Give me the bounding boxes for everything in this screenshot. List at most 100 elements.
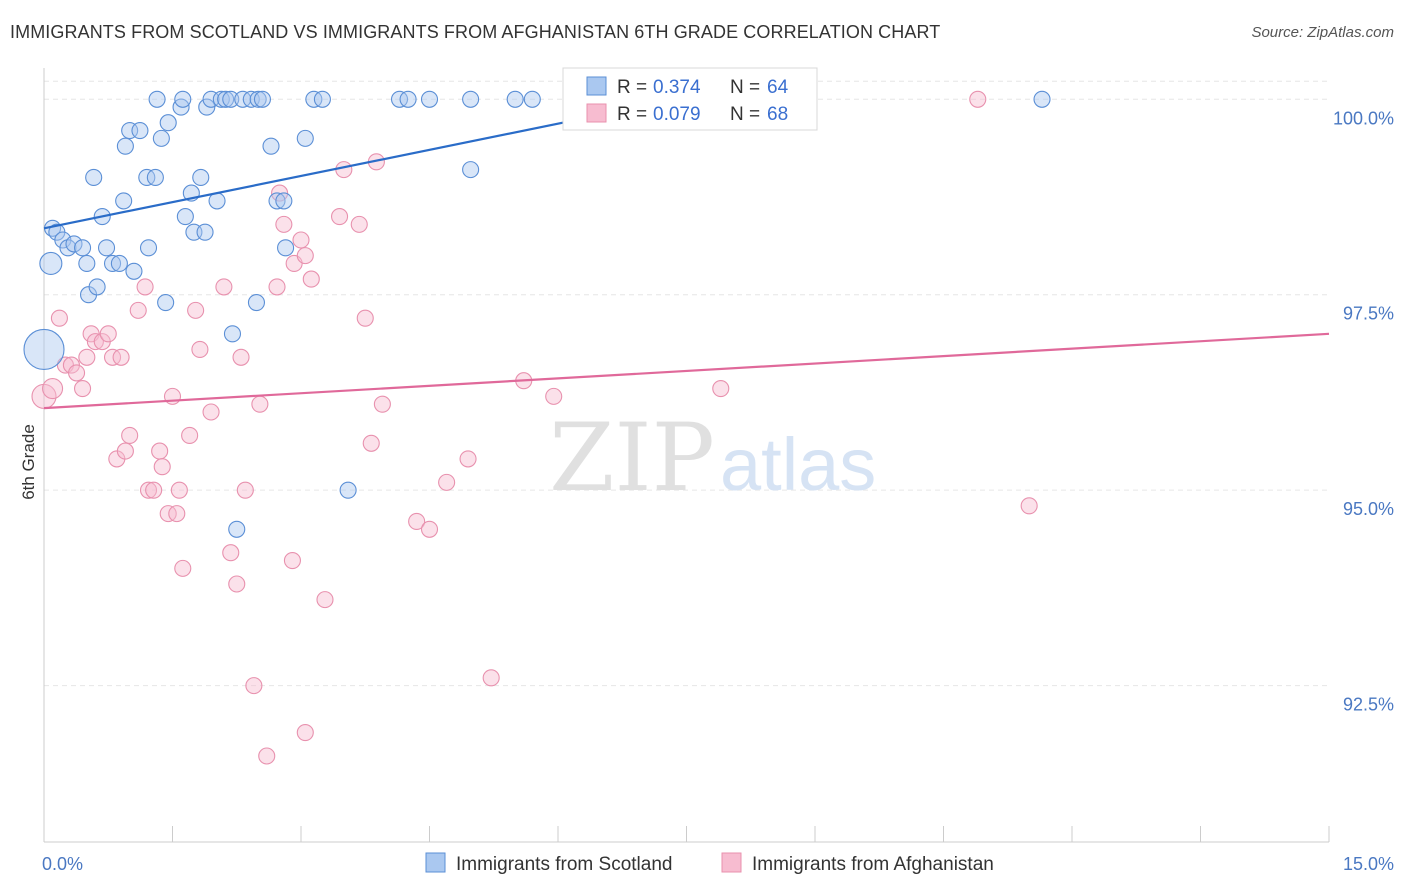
afghanistan-point xyxy=(350,215,368,233)
stats-legend-n-label-scotland: N = xyxy=(730,77,760,98)
scotland-point xyxy=(296,129,314,147)
x-tick-labels: 0.0% 15.0% xyxy=(42,854,1394,874)
scotland-point xyxy=(196,223,214,241)
y-tick-label: 95.0% xyxy=(1343,499,1394,519)
afghanistan-point xyxy=(296,723,314,742)
afghanistan-point xyxy=(373,395,391,413)
scotland-point xyxy=(39,251,63,276)
afghanistan-point xyxy=(245,677,263,695)
scotland-point xyxy=(253,90,272,108)
bottom-legend-swatch-afghanistan xyxy=(721,852,742,873)
scotland-point xyxy=(1033,90,1051,108)
stats-legend-n-value-afghanistan: 68 xyxy=(767,104,788,125)
bottom-legend-label-afghanistan: Immigrants from Afghanistan xyxy=(752,854,994,875)
grid-lines xyxy=(44,80,1329,687)
afghanistan-point xyxy=(159,505,177,523)
scotland-point xyxy=(262,137,280,155)
scotland-point xyxy=(85,168,103,187)
scotland-point xyxy=(420,90,439,108)
scotland-point xyxy=(313,90,331,108)
afghanistan-point xyxy=(408,512,426,531)
afghanistan-point xyxy=(121,426,139,445)
afghanistan-point xyxy=(191,340,209,359)
scotland-point xyxy=(65,235,83,253)
scotland-point xyxy=(339,481,357,499)
afghanistan-point xyxy=(86,333,104,351)
afghanistan-point xyxy=(292,231,310,249)
stats-legend-swatch-scotland xyxy=(586,76,607,96)
afghanistan-point xyxy=(1020,497,1038,515)
afghanistan-point xyxy=(330,207,349,226)
stats-legend-r-value-scotland: 0.374 xyxy=(653,77,701,98)
afghanistan-point xyxy=(283,551,301,570)
scotland-point xyxy=(305,90,323,108)
bottom-legend: Immigrants from Scotland Immigrants from… xyxy=(425,852,994,875)
afghanistan-point xyxy=(251,395,269,413)
scotland-point xyxy=(462,90,480,108)
afghanistan-point xyxy=(151,442,169,460)
afghanistan-point xyxy=(302,270,320,288)
afghanistan-point xyxy=(136,278,154,296)
afghanistan-point xyxy=(438,473,456,491)
afghanistan-point xyxy=(482,669,500,687)
watermark-atlas: atlas xyxy=(720,423,876,506)
afghanistan-point xyxy=(545,387,563,405)
scotland-point xyxy=(146,168,164,187)
afghanistan-point xyxy=(139,481,158,499)
scotland-point xyxy=(192,168,210,187)
scotland-point xyxy=(202,90,220,108)
scotland-point xyxy=(506,90,524,108)
afghanistan-point xyxy=(181,426,199,445)
afghanistan-point xyxy=(420,520,439,538)
scotland-point xyxy=(212,90,230,108)
scotland-point xyxy=(249,90,267,108)
afghanistan-point xyxy=(170,481,188,499)
afghanistan-point xyxy=(68,364,86,382)
scotland-point xyxy=(523,90,541,108)
afghanistan-point xyxy=(50,309,68,327)
afghanistan-point xyxy=(236,481,254,499)
afghanistan-point xyxy=(129,301,147,319)
y-axis-label: 6th Grade xyxy=(19,424,38,500)
afghanistan-point xyxy=(335,161,353,179)
afghanistan-point xyxy=(268,278,286,296)
afghanistan-point xyxy=(174,559,192,577)
series-scotland-points xyxy=(23,90,1051,538)
afghanistan-point xyxy=(99,325,117,343)
scotland-point xyxy=(116,137,134,155)
scotland-point xyxy=(115,192,133,210)
axes xyxy=(43,68,1330,843)
chart-source: Source: ZipAtlas.com xyxy=(1251,24,1394,41)
afghanistan-point xyxy=(296,247,314,265)
stats-legend-n-label-afghanistan: N = xyxy=(730,104,760,125)
watermark: ZIP atlas xyxy=(549,404,876,513)
afghanistan-trend-line xyxy=(43,332,1330,410)
afghanistan-point xyxy=(712,379,730,398)
stats-legend-n-value-scotland: 64 xyxy=(767,77,789,98)
afghanistan-point xyxy=(145,481,163,499)
afghanistan-point xyxy=(258,747,276,765)
afghanistan-point xyxy=(42,377,64,400)
scotland-point xyxy=(97,239,116,257)
scotland-point xyxy=(138,168,156,187)
scotland-point xyxy=(462,161,480,179)
y-tick-label: 92.5% xyxy=(1343,695,1394,715)
y-tick-label: 97.5% xyxy=(1343,304,1394,324)
afghanistan-point xyxy=(316,591,334,609)
watermark-zip: ZIP xyxy=(549,404,715,513)
scotland-point xyxy=(198,98,216,116)
afghanistan-point xyxy=(222,544,240,562)
afghanistan-point xyxy=(356,309,374,327)
scotland-point xyxy=(121,121,139,140)
stats-legend-r-value-afghanistan: 0.079 xyxy=(653,104,701,125)
scotland-point xyxy=(217,90,235,108)
afghanistan-point xyxy=(168,505,186,523)
afghanistan-point xyxy=(215,278,233,296)
x-tick-label-min: 0.0% xyxy=(42,854,83,874)
scotland-point xyxy=(74,239,92,257)
scotland-point xyxy=(275,192,293,210)
scotland-point xyxy=(125,262,143,280)
stats-legend-r-label-afghanistan: R = xyxy=(617,104,647,125)
scotland-point xyxy=(399,90,417,108)
